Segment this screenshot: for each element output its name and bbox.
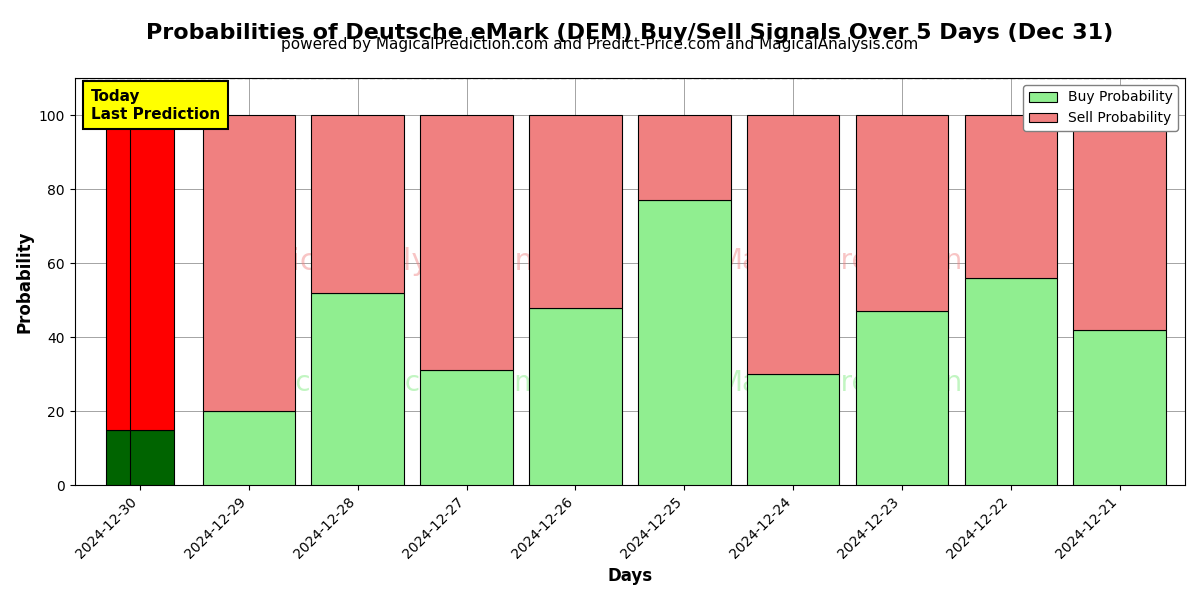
Bar xyxy=(420,115,512,370)
Bar xyxy=(1074,115,1166,330)
Legend: Buy Probability, Sell Probability: Buy Probability, Sell Probability xyxy=(1024,85,1178,131)
Bar xyxy=(107,115,150,430)
Bar xyxy=(420,370,512,485)
Bar xyxy=(856,115,948,311)
Text: MagicalAnalysis.com: MagicalAnalysis.com xyxy=(227,247,544,276)
Bar xyxy=(529,115,622,308)
Bar xyxy=(746,374,839,485)
Bar xyxy=(312,115,404,293)
Bar xyxy=(638,115,731,200)
Bar xyxy=(203,115,295,411)
Text: MagicalPrediction.com: MagicalPrediction.com xyxy=(718,247,1031,275)
Text: MagicalPrediction.com: MagicalPrediction.com xyxy=(718,370,1031,397)
Title: Probabilities of Deutsche eMark (DEM) Buy/Sell Signals Over 5 Days (Dec 31): Probabilities of Deutsche eMark (DEM) Bu… xyxy=(146,23,1114,43)
Bar xyxy=(1074,330,1166,485)
Bar xyxy=(638,200,731,485)
Text: Today
Last Prediction: Today Last Prediction xyxy=(91,89,221,122)
Bar xyxy=(130,115,174,430)
Bar xyxy=(965,278,1057,485)
Bar xyxy=(203,411,295,485)
Y-axis label: Probability: Probability xyxy=(16,230,34,333)
Bar xyxy=(965,115,1057,278)
Bar xyxy=(746,115,839,374)
Bar xyxy=(312,293,404,485)
Text: MagicalPrediction.com: MagicalPrediction.com xyxy=(229,370,541,397)
Bar xyxy=(856,311,948,485)
X-axis label: Days: Days xyxy=(607,567,653,585)
Text: powered by MagicalPrediction.com and Predict-Price.com and MagicalAnalysis.com: powered by MagicalPrediction.com and Pre… xyxy=(281,37,919,52)
Bar xyxy=(107,430,150,485)
Bar xyxy=(130,430,174,485)
Bar xyxy=(529,308,622,485)
